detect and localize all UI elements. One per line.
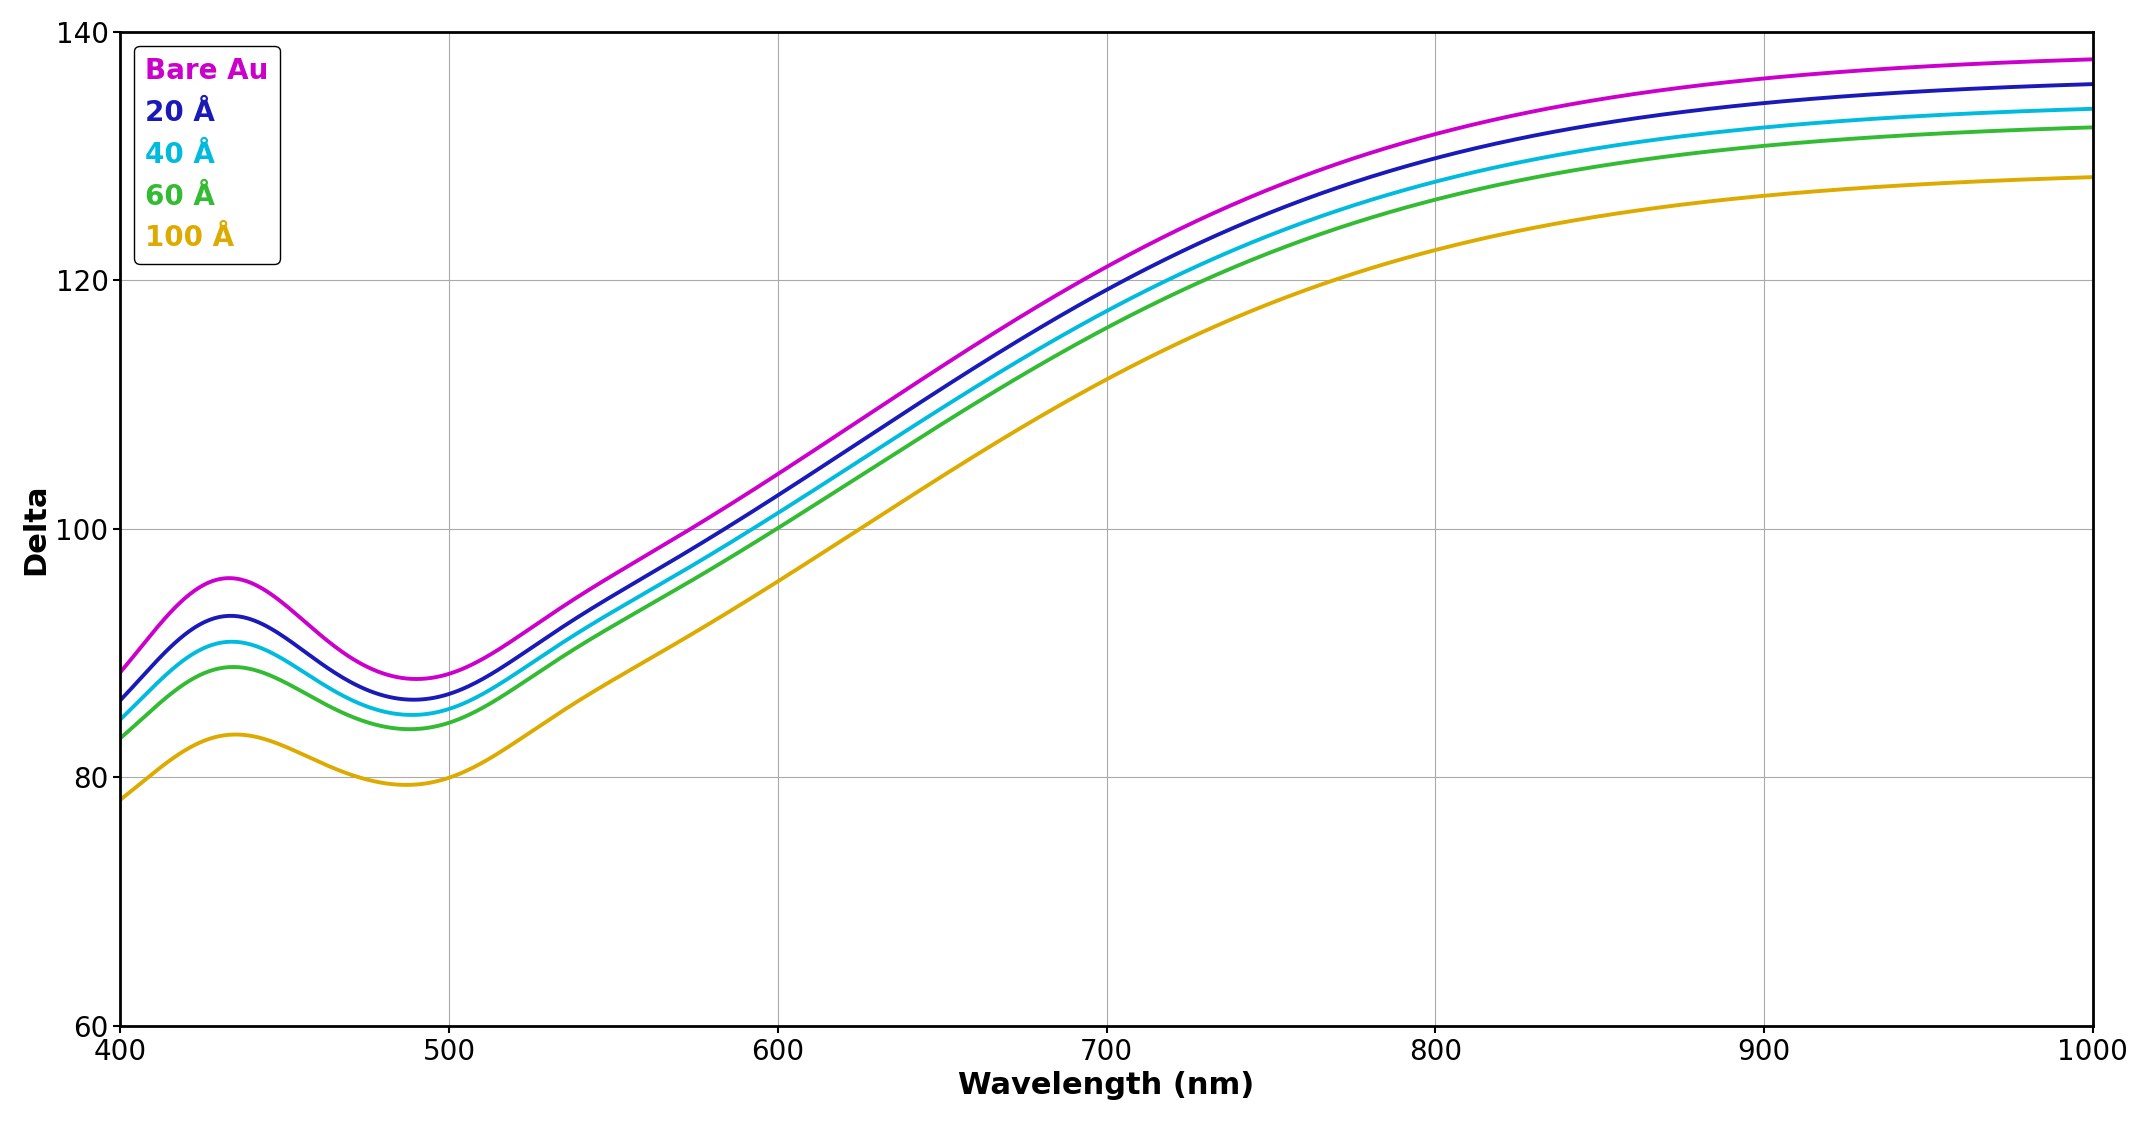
100 Å (1603, 207, 1629, 221)
100 Å (1805, 184, 1831, 197)
40 Å (1253, 230, 1279, 243)
Line: Bare Au: Bare Au (120, 59, 2093, 679)
100 Å (1365, 260, 1390, 274)
40 Å (228, 636, 254, 649)
Bare Au (1807, 67, 1833, 81)
Bare Au (1367, 143, 1393, 157)
20 Å (107, 694, 133, 707)
Line: 60 Å: 60 Å (120, 128, 2093, 739)
Bare Au (1255, 183, 1281, 196)
60 Å (107, 732, 133, 745)
40 Å (1805, 117, 1831, 130)
60 Å (1603, 157, 1629, 170)
40 Å (2080, 102, 2106, 115)
20 Å (1365, 168, 1390, 182)
Legend: Bare Au, 20 Å, 40 Å, 60 Å, 100 Å: Bare Au, 20 Å, 40 Å, 60 Å, 100 Å (133, 46, 279, 263)
100 Å (1304, 279, 1330, 293)
100 Å (228, 728, 254, 741)
Bare Au (1307, 164, 1332, 177)
100 Å (1253, 298, 1279, 312)
Line: 20 Å: 20 Å (120, 84, 2093, 701)
40 Å (1365, 192, 1390, 205)
60 Å (2080, 121, 2106, 135)
60 Å (1805, 135, 1831, 148)
60 Å (1253, 248, 1279, 261)
X-axis label: Wavelength (nm): Wavelength (nm) (958, 1072, 1255, 1100)
40 Å (1304, 211, 1330, 224)
20 Å (2080, 77, 2106, 91)
Line: 100 Å: 100 Å (120, 177, 2093, 799)
Bare Au (107, 666, 133, 679)
Line: 40 Å: 40 Å (120, 109, 2093, 720)
40 Å (1603, 139, 1629, 152)
Bare Au (2080, 53, 2106, 66)
20 Å (1253, 207, 1279, 221)
Y-axis label: Delta: Delta (21, 483, 49, 575)
40 Å (107, 713, 133, 726)
20 Å (1805, 92, 1831, 105)
100 Å (107, 793, 133, 806)
60 Å (1304, 229, 1330, 242)
Bare Au (404, 673, 430, 686)
100 Å (2080, 170, 2106, 184)
20 Å (1304, 188, 1330, 202)
60 Å (228, 660, 254, 674)
20 Å (1603, 114, 1629, 128)
Bare Au (1605, 90, 1631, 103)
60 Å (1365, 210, 1390, 223)
Bare Au (228, 573, 254, 586)
20 Å (228, 610, 254, 623)
